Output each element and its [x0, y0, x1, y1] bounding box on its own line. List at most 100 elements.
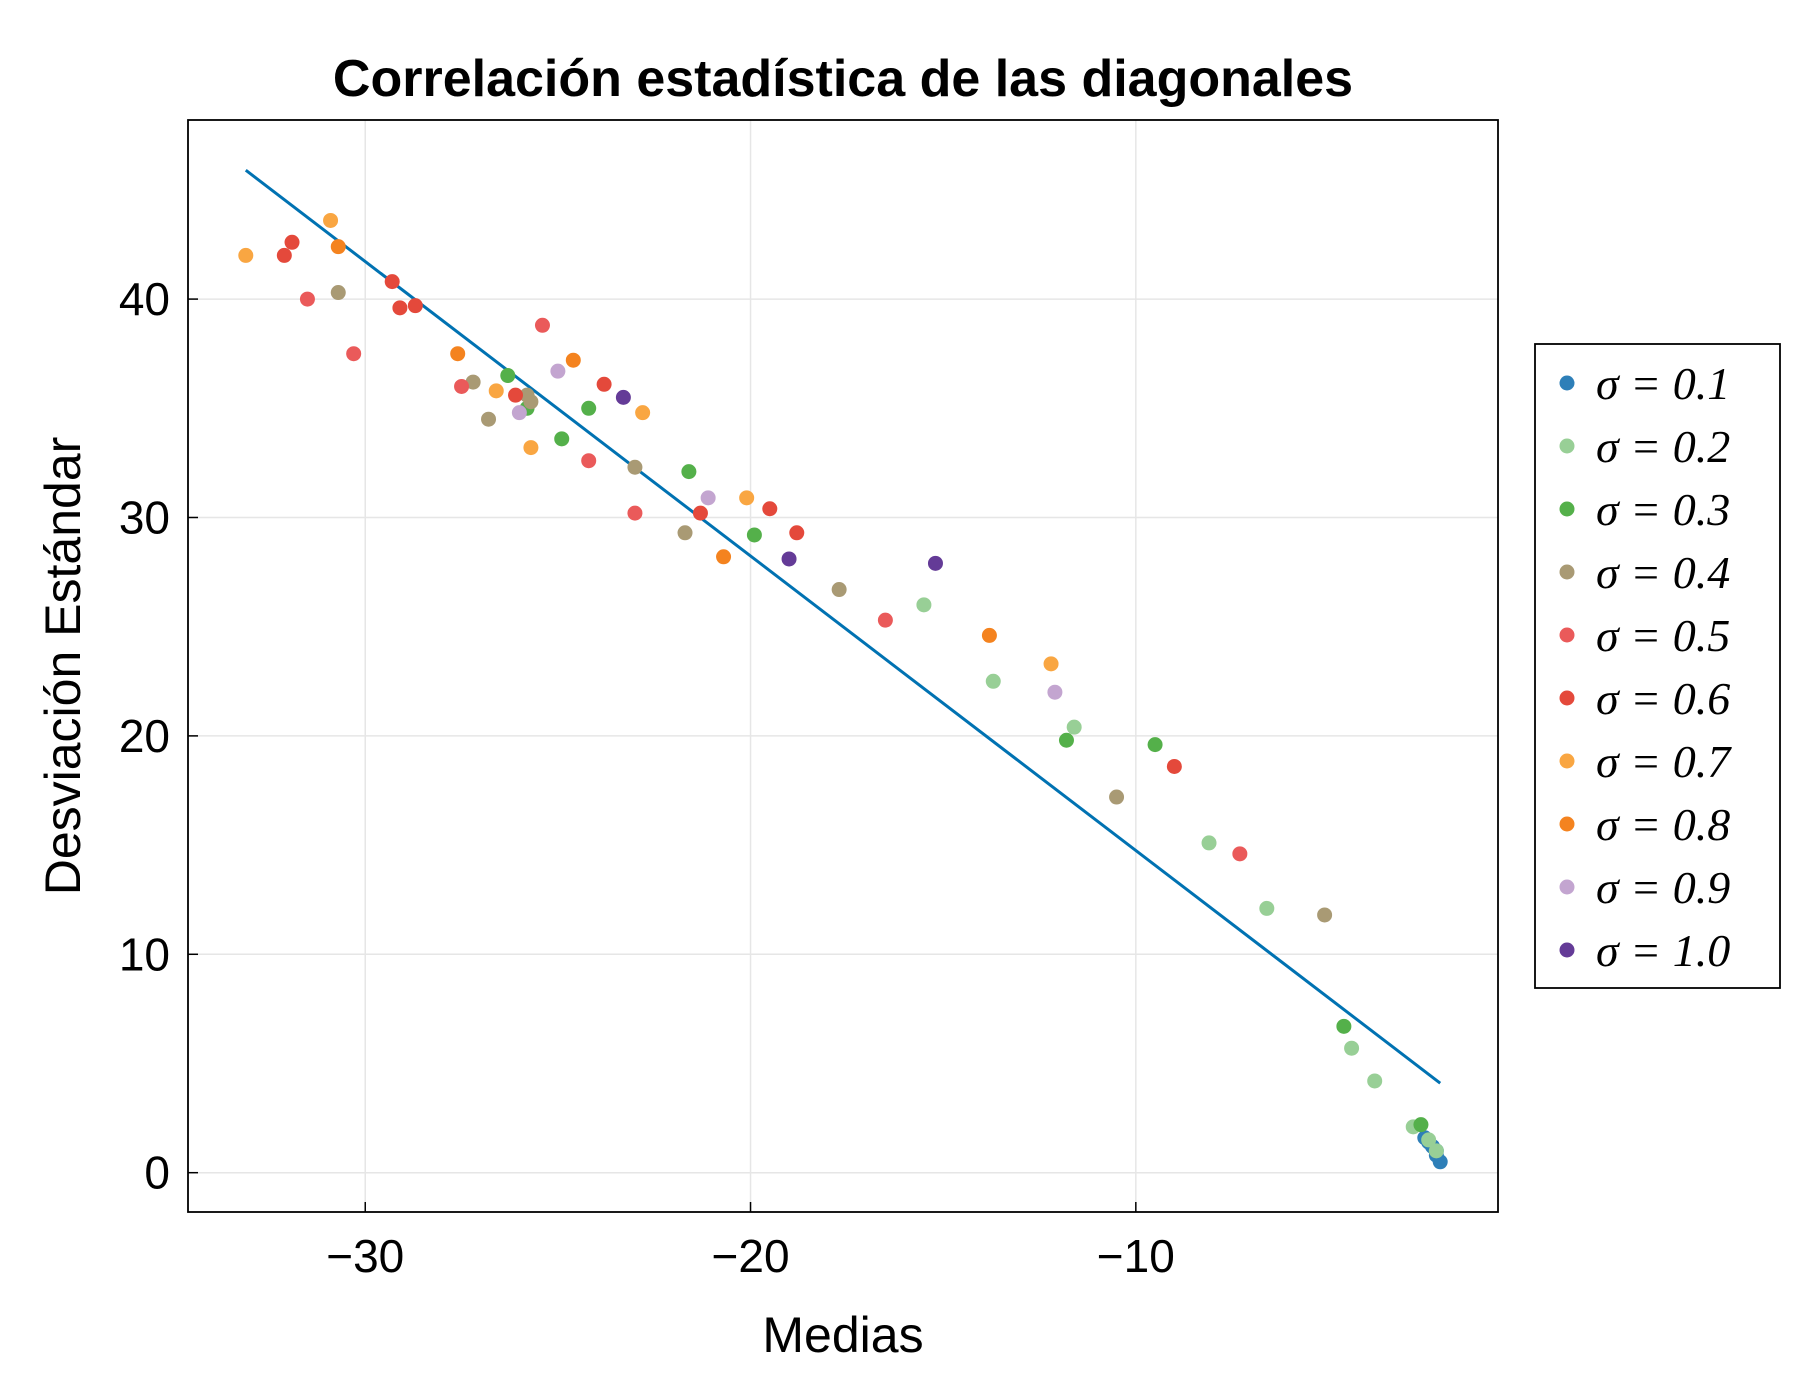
x-tick-label: −10	[1097, 1230, 1175, 1282]
legend-marker	[1559, 375, 1575, 391]
data-point	[454, 378, 470, 394]
data-point	[581, 400, 597, 416]
data-point	[392, 300, 408, 316]
y-tick-label: 10	[119, 928, 170, 980]
data-point	[916, 597, 932, 613]
data-point	[1367, 1073, 1383, 1089]
series-8	[330, 239, 997, 643]
data-point	[677, 525, 693, 541]
data-point	[581, 453, 597, 469]
series-5	[299, 291, 1248, 862]
data-point	[781, 551, 797, 567]
x-axis-ticks: −30 −20 −10	[326, 1202, 1175, 1282]
data-point	[238, 247, 254, 263]
data-point	[488, 383, 504, 399]
legend-label: σ = 0.8	[1596, 799, 1730, 850]
data-point	[1066, 719, 1082, 735]
data-point	[511, 405, 527, 421]
data-point	[1413, 1117, 1429, 1133]
x-axis-label: Medias	[762, 1307, 923, 1363]
legend-box	[1534, 343, 1781, 989]
data-point	[985, 673, 1001, 689]
y-axis-ticks: 0 10 20 30 40	[119, 273, 198, 1199]
data-point	[481, 411, 497, 427]
data-points	[238, 212, 1448, 1170]
series-4	[330, 285, 1333, 923]
fit-line-layer	[244, 169, 1442, 1085]
data-point	[284, 234, 300, 250]
data-point	[534, 317, 550, 333]
data-point	[981, 627, 997, 643]
fit-line	[244, 169, 1442, 1085]
data-point	[523, 394, 539, 410]
y-tick-label: 20	[119, 710, 170, 762]
series-9	[511, 363, 1063, 700]
legend-marker	[1559, 942, 1575, 958]
x-tick-label: −20	[712, 1230, 790, 1282]
legend-items: σ = 0.1 σ = 0.2 σ = 0.3 σ = 0.4 σ = 0.5 σ = 0…	[1559, 358, 1732, 976]
legend-label: σ = 0.7	[1596, 736, 1732, 787]
data-point	[1259, 900, 1275, 916]
data-point	[635, 405, 651, 421]
data-point	[407, 298, 423, 314]
data-point	[299, 291, 315, 307]
data-point	[831, 582, 847, 598]
data-point	[465, 374, 481, 390]
legend-label: σ = 0.4	[1596, 547, 1730, 598]
data-point	[739, 490, 755, 506]
data-point	[1147, 737, 1163, 753]
y-tick-label: 40	[119, 273, 170, 325]
data-point	[1043, 656, 1059, 672]
data-point	[384, 274, 400, 290]
data-point	[927, 555, 943, 571]
data-point	[1421, 1132, 1437, 1148]
data-point	[1058, 732, 1074, 748]
legend-label: σ = 0.3	[1596, 484, 1730, 535]
legend-marker	[1559, 501, 1575, 517]
data-point	[627, 459, 643, 475]
data-point	[615, 389, 631, 405]
chart-title: Correlación estadística de las diagonale…	[333, 50, 1353, 108]
data-point	[877, 612, 893, 628]
legend-label: σ = 0.6	[1596, 673, 1730, 724]
series-10	[615, 389, 943, 571]
data-point	[716, 549, 732, 565]
data-point	[692, 505, 708, 521]
legend-marker	[1559, 438, 1575, 454]
data-point	[523, 440, 539, 456]
data-point	[746, 527, 762, 543]
x-tick-label: −30	[326, 1230, 404, 1282]
legend-label: σ = 0.9	[1596, 862, 1730, 913]
data-point	[450, 346, 466, 362]
data-point	[554, 431, 570, 447]
legend-marker	[1559, 753, 1575, 769]
y-tick-label: 30	[119, 491, 170, 543]
legend-label: σ = 0.2	[1596, 421, 1730, 472]
series-7	[238, 212, 1059, 672]
data-point	[1047, 684, 1063, 700]
legend-label: σ = 1.0	[1596, 925, 1730, 976]
data-point	[565, 352, 581, 368]
legend-marker	[1559, 627, 1575, 643]
legend-marker	[1559, 879, 1575, 895]
data-point	[1336, 1018, 1352, 1034]
data-point	[550, 363, 566, 379]
data-point	[1201, 835, 1217, 851]
grid	[188, 120, 1498, 1212]
legend-label: σ = 0.5	[1596, 610, 1730, 661]
legend-marker	[1559, 816, 1575, 832]
data-point	[681, 464, 697, 480]
data-point	[323, 212, 339, 228]
data-point	[1317, 907, 1333, 923]
data-point	[596, 376, 612, 392]
legend-marker	[1559, 564, 1575, 580]
data-point	[762, 501, 778, 517]
data-point	[346, 346, 362, 362]
data-point	[330, 239, 346, 255]
data-point	[1344, 1040, 1360, 1056]
y-axis-label: Desviación Estándar	[35, 437, 91, 896]
data-point	[1166, 758, 1182, 774]
data-point	[508, 387, 523, 403]
plot-frame	[187, 119, 1499, 1213]
